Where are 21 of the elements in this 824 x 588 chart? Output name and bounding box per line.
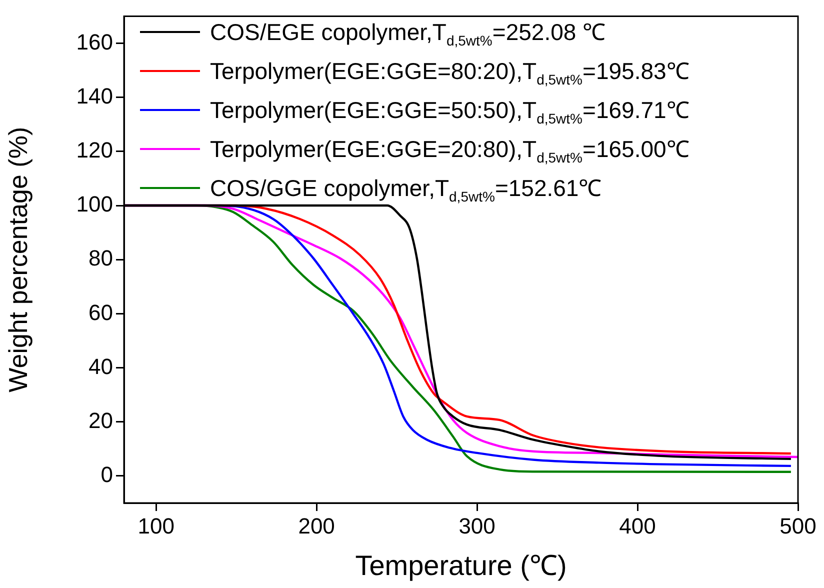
x-tick-label: 400 bbox=[619, 513, 656, 538]
y-tick-label: 100 bbox=[76, 192, 113, 217]
x-axis-title: Temperature (℃) bbox=[355, 550, 567, 581]
y-tick-label: 160 bbox=[76, 29, 113, 54]
y-tick-label: 0 bbox=[100, 462, 113, 488]
x-tick-label: 100 bbox=[138, 513, 174, 538]
y-tick-label: 80 bbox=[88, 246, 113, 271]
legend-label: Terpolymer(EGE:GGE=20:80),T$_{d,5wt%}$=165.00℃ bbox=[210, 134, 690, 166]
y-axis-title: Weight percentage (%) bbox=[2, 126, 33, 392]
x-tick-label: 200 bbox=[298, 513, 335, 538]
x-tick-label: 300 bbox=[458, 513, 496, 538]
y-tick-label: 40 bbox=[88, 354, 113, 379]
x-tick-label: 500 bbox=[780, 513, 816, 538]
legend-label: COS/GGE copolymer,T$_{d,5wt%}$=152.61℃ bbox=[210, 174, 602, 204]
legend-label: Terpolymer(EGE:GGE=80:20),T$_{d,5wt%}$=195.83℃ bbox=[210, 56, 690, 88]
legend-label: Terpolymer(EGE:GGE=50:50),T$_{d,5wt%}$=169.71℃ bbox=[210, 96, 690, 126]
y-tick-label: 140 bbox=[76, 83, 113, 108]
y-tick-label: 120 bbox=[76, 137, 113, 162]
y-tick-label: 60 bbox=[88, 300, 113, 325]
legend-label: COS/EGE copolymer,T$_{d,5wt%}$=252.08 ℃ bbox=[210, 18, 606, 48]
y-tick-label: 20 bbox=[88, 408, 113, 433]
